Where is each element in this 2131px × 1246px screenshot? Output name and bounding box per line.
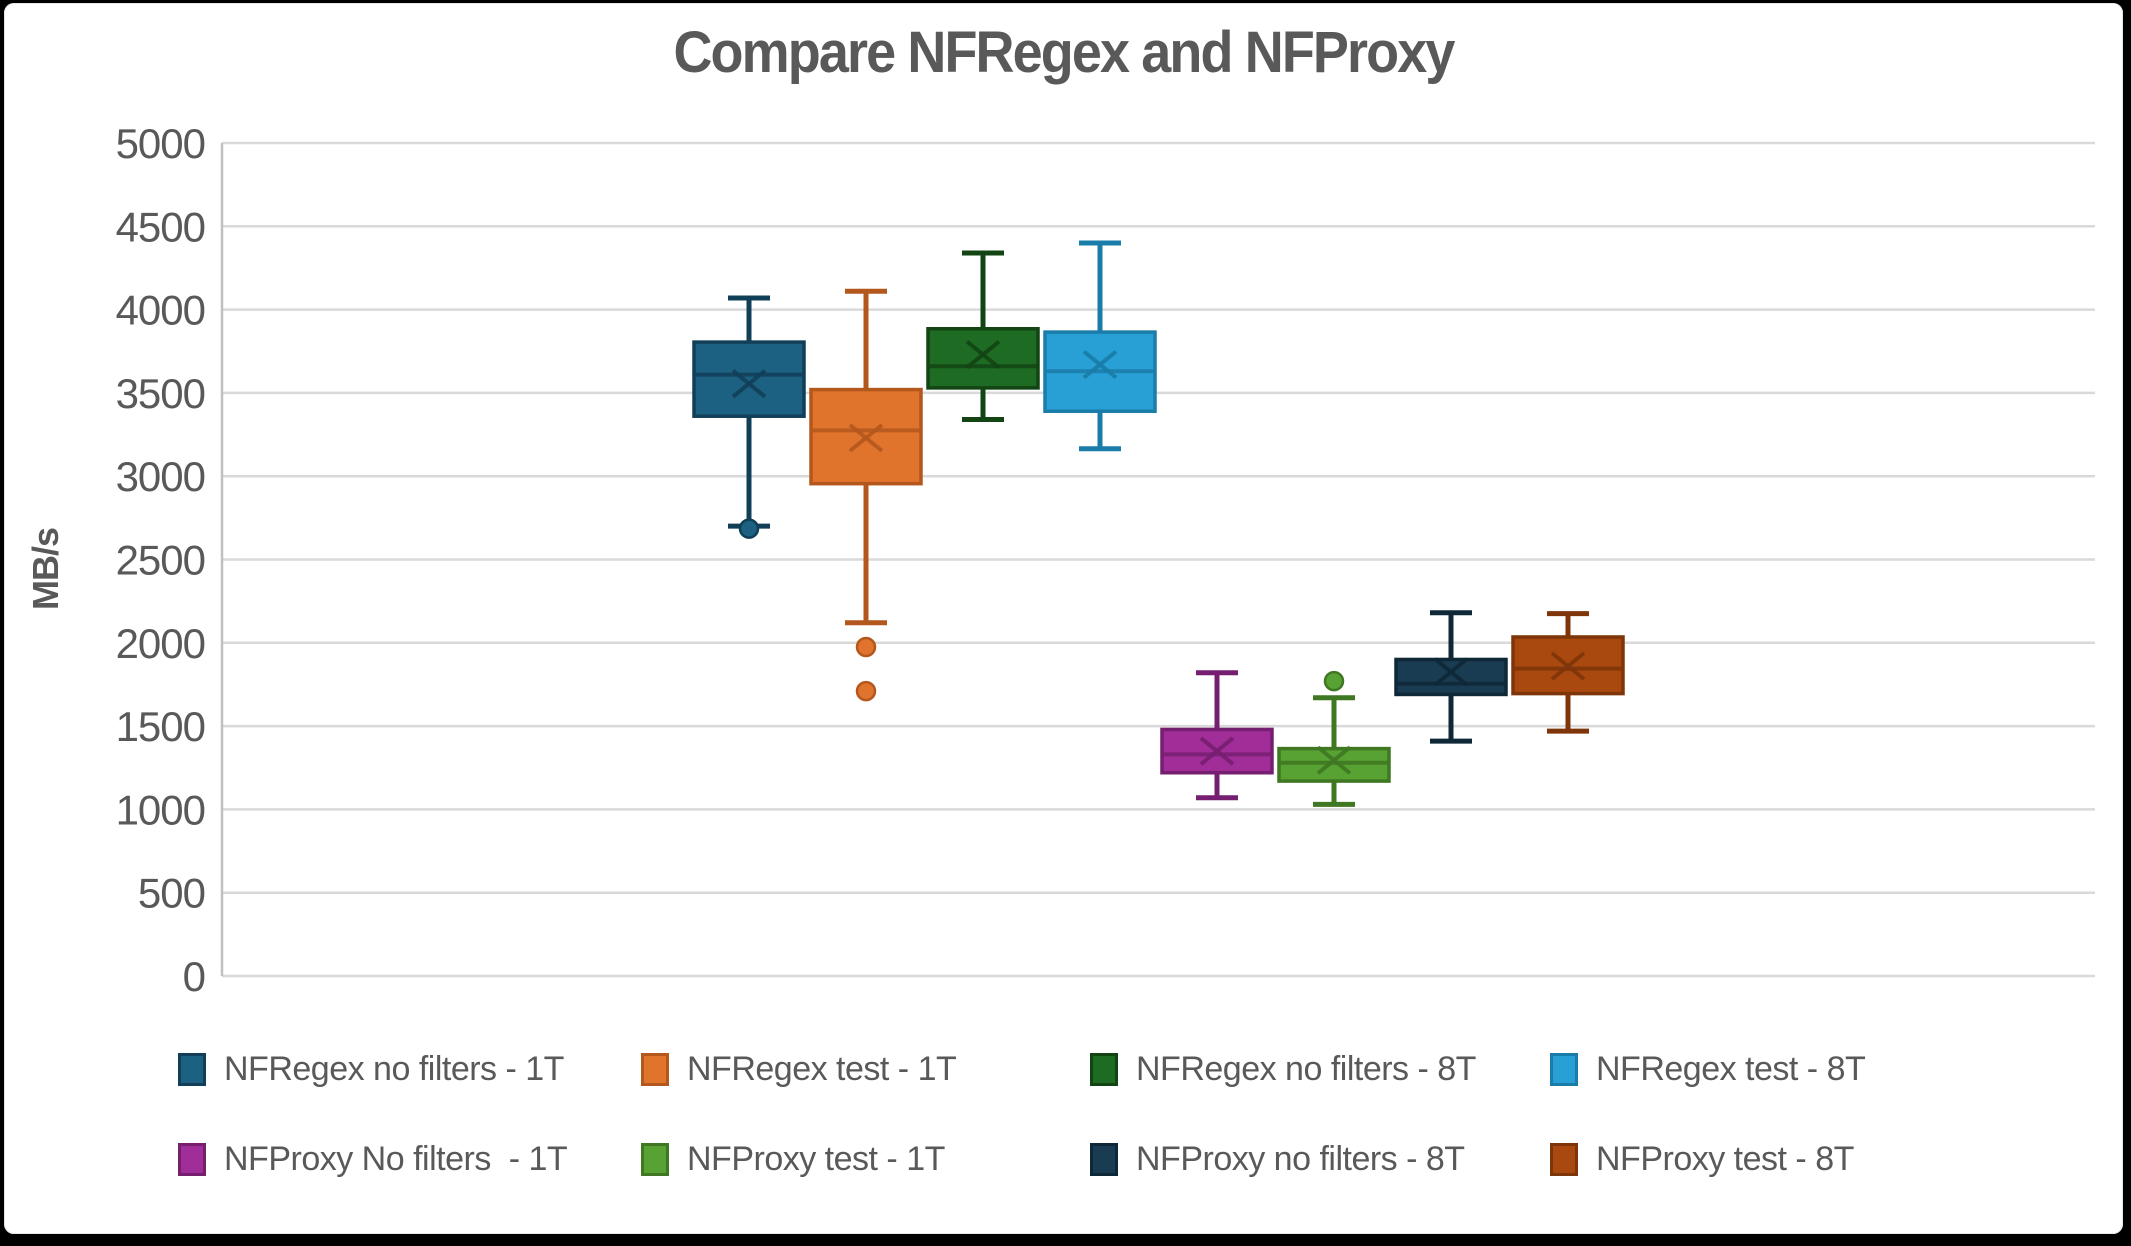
mean-marker [1082,350,1118,380]
box-0 [692,295,806,539]
mean-marker [965,340,1001,370]
iqr-box [1277,746,1391,783]
box-4 [1160,670,1274,801]
box-5 [1277,670,1391,807]
iqr-box [926,327,1040,390]
iqr-box [1394,657,1508,697]
box-6 [1394,610,1508,744]
y-tick-label: 500 [138,870,205,917]
mean-marker [1316,745,1352,775]
mean-marker [731,369,767,399]
box-2 [926,250,1040,423]
outlier-point [738,518,760,539]
y-tick-label: 0 [183,953,205,1000]
y-tick-label: 3500 [116,370,205,417]
outlier-point [1323,670,1345,692]
box-series [692,240,1625,807]
box-7 [1511,611,1625,734]
outlier-point [855,636,877,658]
y-tick-label: 3000 [116,453,205,500]
gridlines [222,141,2095,978]
chart-surface: Compare NFRegex and NFProxy MB/s 0 500 100… [4,3,2123,1234]
y-tick-labels: 0 500 1000 1500 2000 2500 3000 3500 4000 4500 5000 [116,120,206,1000]
chart-title: Compare NFRegex and NFProxy [673,20,1455,85]
y-tick-label: 4500 [116,203,205,250]
y-tick-label: 2500 [116,537,205,584]
y-tick-label: 2000 [116,620,205,667]
y-tick-label: 1500 [116,703,205,750]
mean-marker [1199,736,1235,766]
y-tick-label: 4000 [116,287,205,334]
y-tick-label: 5000 [116,120,205,167]
outlier-point [855,680,877,702]
mean-marker [1433,657,1469,687]
box-1 [809,288,923,702]
mean-marker [848,423,884,453]
mean-marker [1550,651,1586,681]
iqr-box [692,340,806,418]
box-3 [1043,240,1157,452]
y-tick-label: 1000 [116,786,205,833]
